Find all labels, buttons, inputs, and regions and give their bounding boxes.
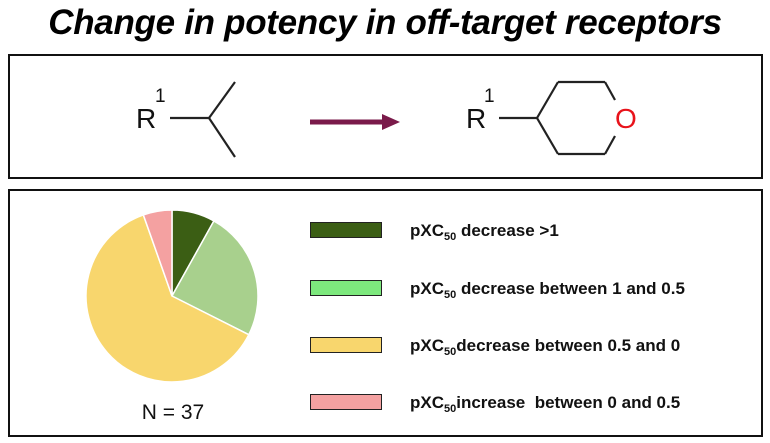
- legend-label: pXC50decrease between 0.5 and 0: [410, 335, 681, 358]
- right-r-superscript: 1: [484, 86, 495, 107]
- legend-label-suffix: decrease between 1 and 0.5: [456, 279, 685, 298]
- legend-label-prefix: pXC: [410, 221, 444, 240]
- isopropyl-bonds: [170, 81, 236, 158]
- legend-label-subscript: 50: [444, 346, 457, 358]
- chart-title: Change in potency in off-target receptor…: [48, 3, 722, 42]
- legend-swatch: [310, 337, 382, 353]
- legend-label-suffix: increase between 0 and 0.5: [456, 393, 681, 412]
- legend-label: pXC50increase between 0 and 0.5: [410, 392, 681, 415]
- oxygen-atom-label: O: [615, 103, 637, 134]
- left-r-label: R: [136, 103, 156, 134]
- pie-chart: [85, 209, 259, 383]
- legend-label-subscript: 50: [444, 289, 457, 301]
- legend-swatch: [310, 280, 382, 296]
- oxane-ring-bonds: [499, 80, 616, 156]
- legend-label: pXC50 decrease >1: [410, 220, 559, 243]
- pie-chart-panel: N = 37 pXC50 decrease >1 pXC50 decrease b…: [8, 189, 763, 437]
- pie-slice-4: [142, 209, 173, 297]
- reaction-scheme-panel: R 1 R 1 O: [8, 54, 763, 179]
- legend-label-prefix: pXC: [410, 393, 444, 412]
- legend-label: pXC50 decrease between 1 and 0.5: [410, 278, 685, 301]
- right-r-label: R: [466, 103, 486, 134]
- legend-label-subscript: 50: [444, 231, 457, 243]
- sample-size-label: N = 37: [141, 401, 205, 424]
- legend-label-suffix: decrease >1: [456, 221, 559, 240]
- left-r-superscript: 1: [155, 86, 166, 107]
- legend-label-prefix: pXC: [410, 336, 444, 355]
- legend-label-prefix: pXC: [410, 279, 444, 298]
- legend-swatch: [310, 222, 382, 238]
- legend-swatch: [310, 394, 382, 410]
- legend-label-suffix: decrease between 0.5 and 0: [456, 336, 681, 355]
- legend-label-subscript: 50: [444, 403, 457, 415]
- pie-slice-3: [85, 213, 250, 383]
- reaction-scheme: R 1 R 1 O: [136, 80, 637, 158]
- reaction-arrow: [310, 114, 400, 130]
